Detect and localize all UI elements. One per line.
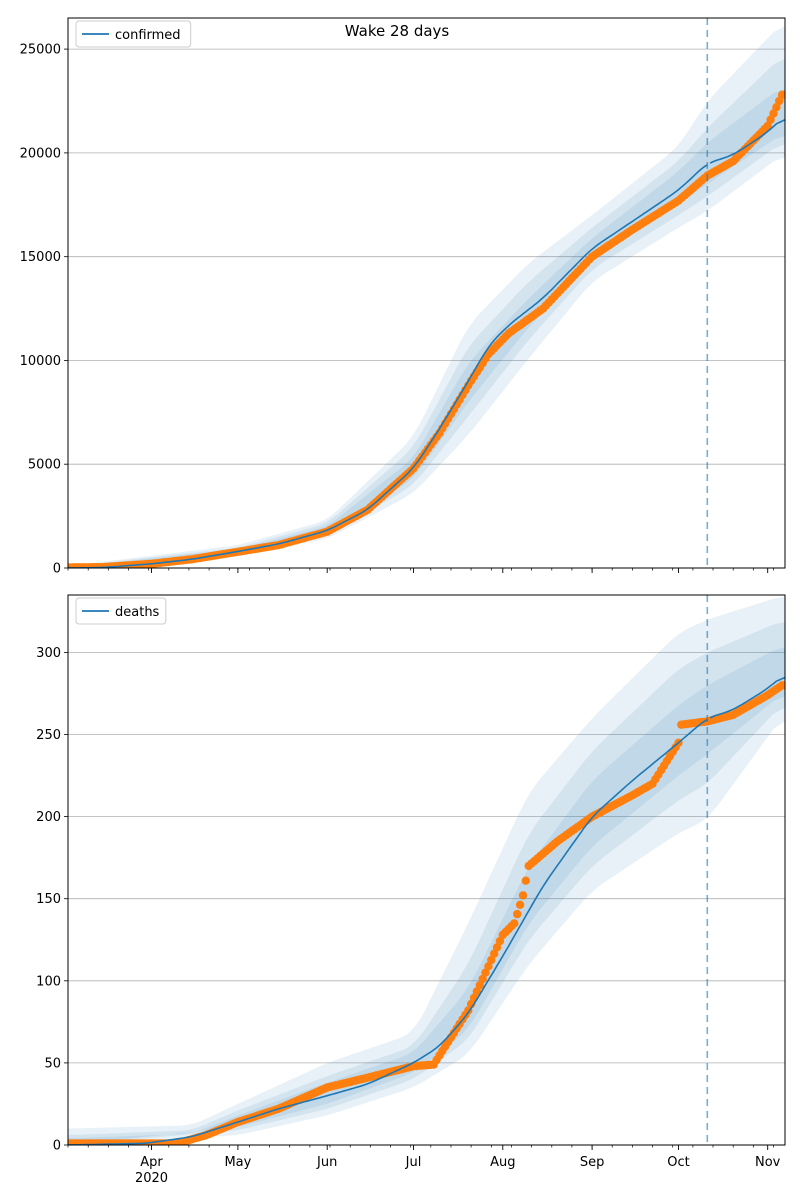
observed-point (487, 955, 496, 965)
x-tick-label: Sep (580, 1155, 605, 1170)
legend-box (75, 20, 192, 48)
observed-point (481, 968, 490, 977)
y-tick-label: 250 (36, 728, 61, 743)
y-tick-label: 200 (36, 810, 61, 825)
observed-point (513, 909, 522, 919)
observed-point (780, 681, 785, 690)
prediction-band (68, 622, 785, 1145)
prediction-band (68, 26, 785, 568)
y-tick-label: 100 (36, 974, 61, 989)
prediction-band (68, 596, 785, 1145)
legend: confirmed (75, 20, 192, 48)
y-tick-label: 300 (36, 646, 61, 661)
axes-frame (67, 17, 786, 569)
observed-point (510, 919, 519, 928)
model-forecast-line (709, 118, 785, 164)
prediction-band (68, 647, 785, 1145)
x-tick-label: Apr (140, 1155, 163, 1170)
x-tick-label: May (224, 1155, 251, 1170)
y-tick-label: 15000 (20, 250, 61, 265)
y-tick-label: 10000 (20, 354, 61, 369)
observed-point (515, 900, 525, 909)
observed-point (490, 949, 499, 958)
figure-title: Wake 28 days (345, 22, 450, 40)
observed-point (780, 90, 785, 99)
x-tick-label: Oct (667, 1155, 689, 1170)
legend-label: confirmed (115, 28, 181, 43)
observed-point (484, 962, 493, 971)
legend-box (75, 597, 167, 625)
observed-point (492, 943, 502, 952)
model-line (68, 164, 708, 568)
x-tick-label: Nov (755, 1155, 781, 1170)
observed-point (478, 974, 487, 984)
observed-point (518, 891, 528, 900)
prediction-band (68, 58, 785, 568)
confirmed-panel: 0 5000 10000 15000 20000 25000 confirmed (20, 17, 786, 577)
model-forecast-line (709, 676, 785, 719)
axes-frame (67, 594, 786, 1146)
observed-point (521, 876, 530, 885)
deaths-panel: 0 50 100 150 200 250 300 Apr May Jun Jul Aug Sep Oct N… (36, 594, 786, 1186)
x-tick-label: Jun (316, 1155, 337, 1170)
y-tick-label: 20000 (20, 146, 61, 161)
legend-label: deaths (115, 605, 160, 620)
y-tick-label: 0 (53, 562, 61, 577)
x-year-label: 2020 (135, 1171, 168, 1186)
x-tick-label: Jul (405, 1155, 422, 1170)
observed-point (475, 981, 484, 990)
y-tick-label: 50 (44, 1056, 61, 1071)
observed-point (769, 109, 778, 118)
y-tick-label: 25000 (20, 43, 61, 58)
observed-point (472, 987, 482, 996)
model-line (68, 718, 708, 1145)
y-tick-label: 150 (36, 892, 61, 907)
x-tick-label: Aug (490, 1155, 515, 1170)
legend: deaths (75, 597, 167, 625)
y-tick-label: 5000 (28, 458, 61, 473)
y-tick-label: 0 (53, 1139, 61, 1154)
